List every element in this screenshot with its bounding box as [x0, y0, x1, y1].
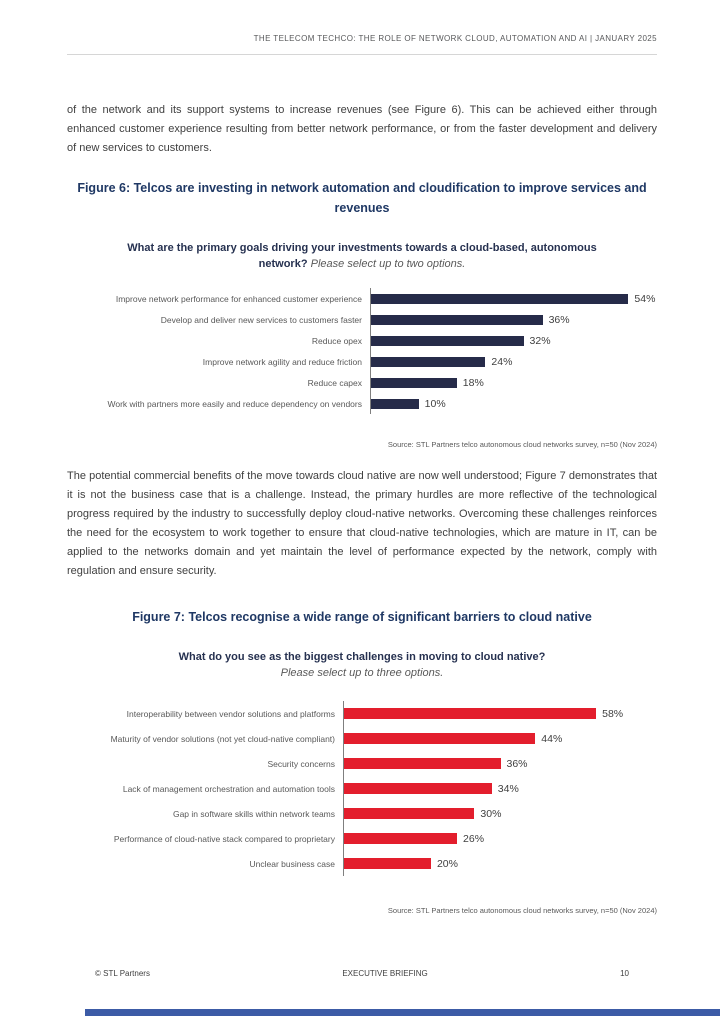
bar-track: 32% [370, 330, 657, 351]
category-label: Improve network performance for enhanced… [115, 293, 362, 304]
value-label: 44% [541, 732, 563, 745]
chart-row: Unclear business case 20% [67, 851, 657, 876]
category-label: Reduce capex [307, 377, 362, 388]
figure7-bar-chart: Interoperability between vendor solution… [67, 701, 657, 876]
figure6-source: Source: STL Partners telco autonomous cl… [387, 440, 657, 449]
chart-row: Reduce opex 32% [67, 330, 657, 351]
figure7-question-note: Please select up to three options. [280, 667, 444, 679]
category-label: Performance of cloud-native stack compar… [113, 833, 335, 844]
category-label: Interoperability between vendor solution… [126, 708, 335, 719]
footer-page-number: 10 [620, 969, 629, 978]
value-label: 36% [548, 313, 570, 326]
figure7-title: Figure 7: Telcos recognise a wide range … [132, 610, 592, 624]
value-label: 10% [424, 397, 446, 410]
figure6-title: Figure 6: Telcos are investing in networ… [77, 181, 647, 215]
chart-row: Performance of cloud-native stack compar… [67, 826, 657, 851]
bar [371, 335, 524, 346]
bar-track: 54% [370, 288, 657, 309]
bar [344, 783, 492, 794]
bar [344, 733, 536, 744]
value-label: 58% [602, 707, 624, 720]
chart-row: Security concerns 36% [67, 751, 657, 776]
category-label: Reduce opex [311, 335, 362, 346]
value-label: 30% [480, 807, 502, 820]
chart-row: Reduce capex 18% [67, 372, 657, 393]
bar-track: 34% [343, 776, 657, 801]
bar-track: 36% [370, 309, 657, 330]
category-label: Gap in software skills within network te… [172, 808, 335, 819]
chart-row: Improve network agility and reduce frict… [67, 351, 657, 372]
category-label: Lack of management orchestration and aut… [122, 783, 335, 794]
category-label: Develop and deliver new services to cust… [160, 314, 362, 325]
footer-doc-type: EXECUTIVE BRIEFING [342, 969, 428, 978]
page-footer: © STL Partners EXECUTIVE BRIEFING 10 [95, 969, 629, 978]
chart-row: Lack of management orchestration and aut… [67, 776, 657, 801]
value-label: 20% [436, 857, 458, 870]
bar-track: 24% [370, 351, 657, 372]
paragraph-1: of the network and its support systems t… [67, 104, 657, 154]
category-label: Security concerns [267, 758, 335, 769]
bar-track: 36% [343, 751, 657, 776]
figure6-question-text: What are the primary goals driving your … [127, 242, 597, 270]
figure7-question: What do you see as the biggest challenge… [125, 649, 600, 681]
bar [371, 356, 486, 367]
bar [371, 398, 419, 409]
value-label: 32% [529, 334, 551, 347]
bar [344, 808, 475, 819]
bottom-accent-bar [85, 1009, 720, 1016]
bar-track: 26% [343, 826, 657, 851]
page-header: THE TELECOM TECHCO: THE ROLE OF NETWORK … [67, 34, 657, 55]
bar [344, 708, 597, 719]
category-label: Work with partners more easily and reduc… [107, 398, 362, 409]
bar-track: 20% [343, 851, 657, 876]
figure6-bar-chart: Improve network performance for enhanced… [67, 288, 657, 414]
bar-track: 58% [343, 701, 657, 726]
value-label: 34% [497, 782, 519, 795]
bar [371, 314, 543, 325]
bar-track: 10% [370, 393, 657, 414]
chart-row: Maturity of vendor solutions (not yet cl… [67, 726, 657, 751]
figure7-question-text: What do you see as the biggest challenge… [178, 651, 546, 663]
bar [344, 858, 431, 869]
value-label: 54% [634, 292, 656, 305]
bar-track: 18% [370, 372, 657, 393]
figure6-question-note: Please select up to two options. [310, 258, 466, 270]
chart-row: Improve network performance for enhanced… [67, 288, 657, 309]
bar-track: 30% [343, 801, 657, 826]
chart-row: Gap in software skills within network te… [67, 801, 657, 826]
bar [371, 377, 457, 388]
chart-row: Develop and deliver new services to cust… [67, 309, 657, 330]
figure6-question: What are the primary goals driving your … [125, 240, 600, 272]
figure7-source: Source: STL Partners telco autonomous cl… [387, 906, 657, 915]
value-label: 24% [491, 355, 513, 368]
category-label: Improve network agility and reduce frict… [202, 356, 362, 367]
value-label: 18% [462, 376, 484, 389]
value-label: 36% [506, 757, 528, 770]
category-label: Unclear business case [249, 858, 335, 869]
bar [371, 293, 629, 304]
paragraph-2: The potential commercial benefits of the… [67, 470, 657, 577]
page-content: of the network and its support systems t… [0, 101, 724, 915]
value-label: 26% [463, 832, 485, 845]
bar [344, 758, 501, 769]
category-label: Maturity of vendor solutions (not yet cl… [110, 733, 335, 744]
bar-track: 44% [343, 726, 657, 751]
footer-copyright: © STL Partners [95, 969, 150, 978]
header-text: THE TELECOM TECHCO: THE ROLE OF NETWORK … [253, 34, 657, 43]
chart-row: Interoperability between vendor solution… [67, 701, 657, 726]
chart-row: Work with partners more easily and reduc… [67, 393, 657, 414]
bar [344, 833, 458, 844]
